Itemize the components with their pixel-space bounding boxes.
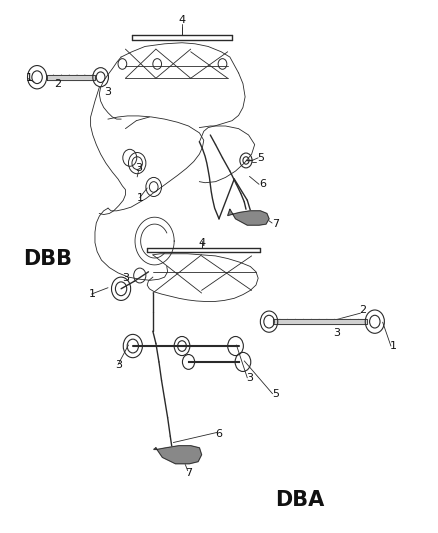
Text: 1: 1 xyxy=(26,73,33,83)
Text: 5: 5 xyxy=(272,389,279,399)
Polygon shape xyxy=(154,446,201,464)
Text: 3: 3 xyxy=(246,373,253,383)
Text: 2: 2 xyxy=(54,78,61,88)
Text: 4: 4 xyxy=(178,15,186,25)
Text: 3: 3 xyxy=(122,273,129,283)
Text: 2: 2 xyxy=(359,305,366,315)
Text: 5: 5 xyxy=(257,153,264,163)
Text: 7: 7 xyxy=(272,219,279,229)
Text: 6: 6 xyxy=(259,179,266,189)
Text: 3: 3 xyxy=(105,86,112,96)
Text: 1: 1 xyxy=(137,192,144,203)
Text: 3: 3 xyxy=(333,328,340,338)
Polygon shape xyxy=(47,75,95,80)
Polygon shape xyxy=(273,319,367,324)
Text: 3: 3 xyxy=(135,164,142,173)
Text: 4: 4 xyxy=(198,238,205,248)
Text: DBB: DBB xyxy=(23,248,72,269)
Text: 7: 7 xyxy=(185,469,192,478)
Text: DBA: DBA xyxy=(276,490,325,510)
Text: 1: 1 xyxy=(389,341,396,351)
Text: 6: 6 xyxy=(215,429,223,439)
Text: 1: 1 xyxy=(89,289,96,299)
Polygon shape xyxy=(228,209,269,225)
Text: 3: 3 xyxy=(115,360,122,369)
